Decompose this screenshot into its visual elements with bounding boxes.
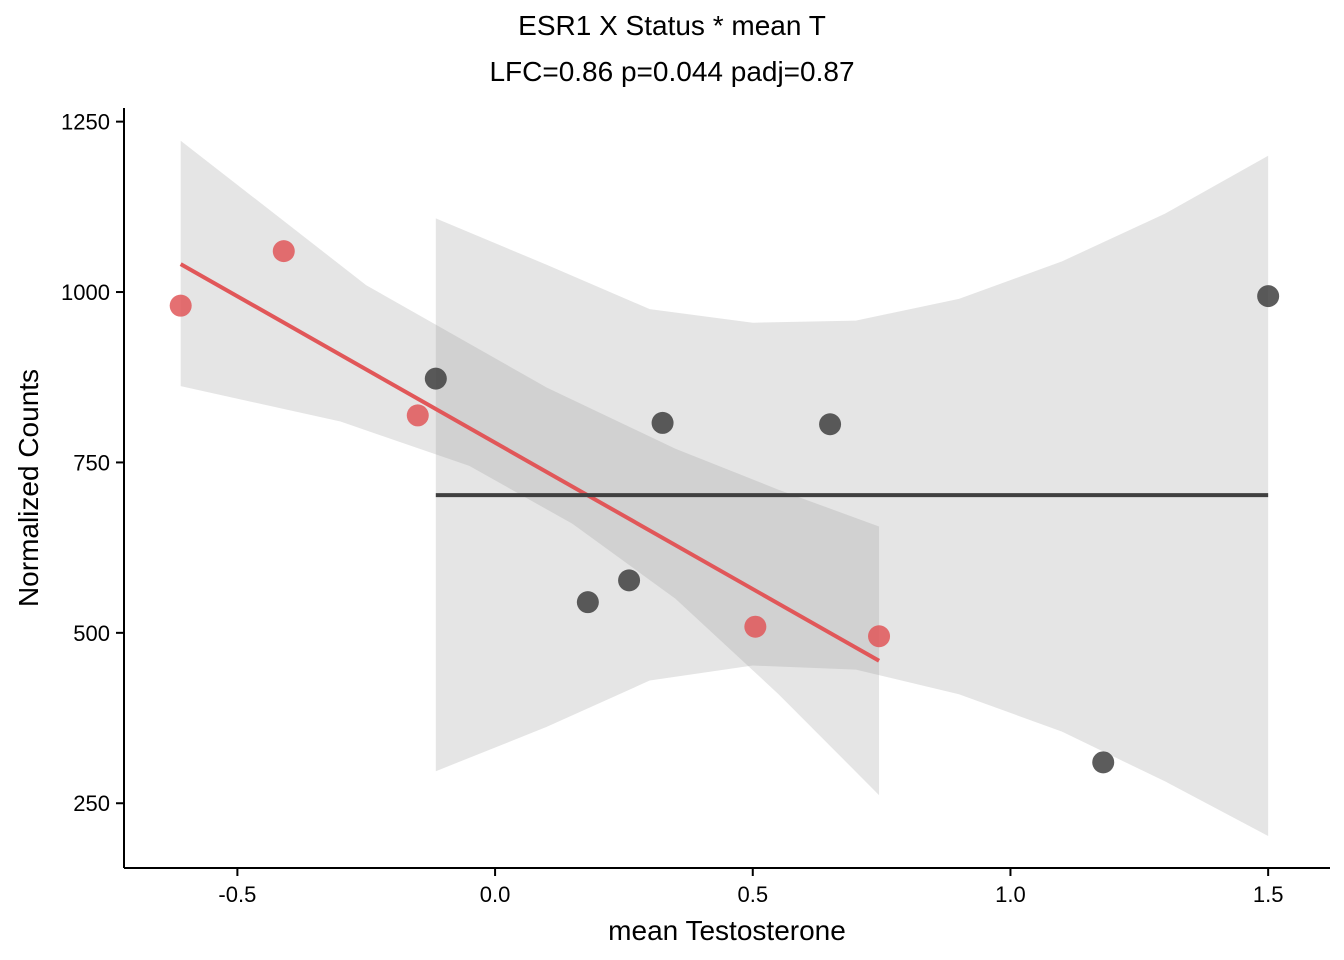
confidence-bands bbox=[180, 140, 1269, 836]
data-point-1 bbox=[651, 411, 674, 434]
x-tick-label: 0.5 bbox=[737, 882, 768, 907]
data-point-1 bbox=[1257, 285, 1280, 308]
fit-line-0 bbox=[179, 262, 881, 663]
x-tick-label: 1.5 bbox=[1253, 882, 1284, 907]
data-point-0 bbox=[868, 625, 891, 648]
data-point-1 bbox=[424, 367, 447, 390]
fit-lines bbox=[179, 262, 1269, 663]
x-tick-label: 1.0 bbox=[995, 882, 1026, 907]
data-point-1 bbox=[576, 591, 599, 614]
y-tick-label: 250 bbox=[73, 791, 110, 816]
data-point-1 bbox=[618, 569, 641, 592]
x-tick-label: 0.0 bbox=[480, 882, 511, 907]
x-axis-ticks: -0.5 0.0 0.5 1.0 1.5 bbox=[218, 868, 1283, 907]
data-point-1 bbox=[819, 413, 842, 436]
y-axis-ticks: 250 500 750 1000 1250 bbox=[61, 110, 124, 816]
x-tick-label: -0.5 bbox=[218, 882, 256, 907]
data-point-0 bbox=[406, 404, 429, 427]
chart-subtitle: LFC=0.86 p=0.044 padj=0.87 bbox=[489, 56, 855, 87]
confidence-band-0 bbox=[180, 140, 880, 796]
y-tick-label: 1000 bbox=[61, 280, 110, 305]
data-point-1 bbox=[1092, 751, 1115, 774]
axes: -0.5 0.0 0.5 1.0 1.5 250 500 750 1000 1250 bbox=[61, 108, 1330, 907]
data-points bbox=[169, 240, 1280, 774]
data-point-0 bbox=[272, 240, 295, 263]
y-axis-label: Normalized Counts bbox=[13, 369, 44, 607]
y-tick-label: 750 bbox=[73, 450, 110, 475]
data-point-0 bbox=[744, 615, 767, 638]
x-axis-label: mean Testosterone bbox=[608, 915, 846, 946]
y-tick-label: 1250 bbox=[61, 110, 110, 135]
y-tick-label: 500 bbox=[73, 621, 110, 646]
chart-title: ESR1 X Status * mean T bbox=[518, 10, 826, 41]
data-point-0 bbox=[169, 294, 192, 317]
